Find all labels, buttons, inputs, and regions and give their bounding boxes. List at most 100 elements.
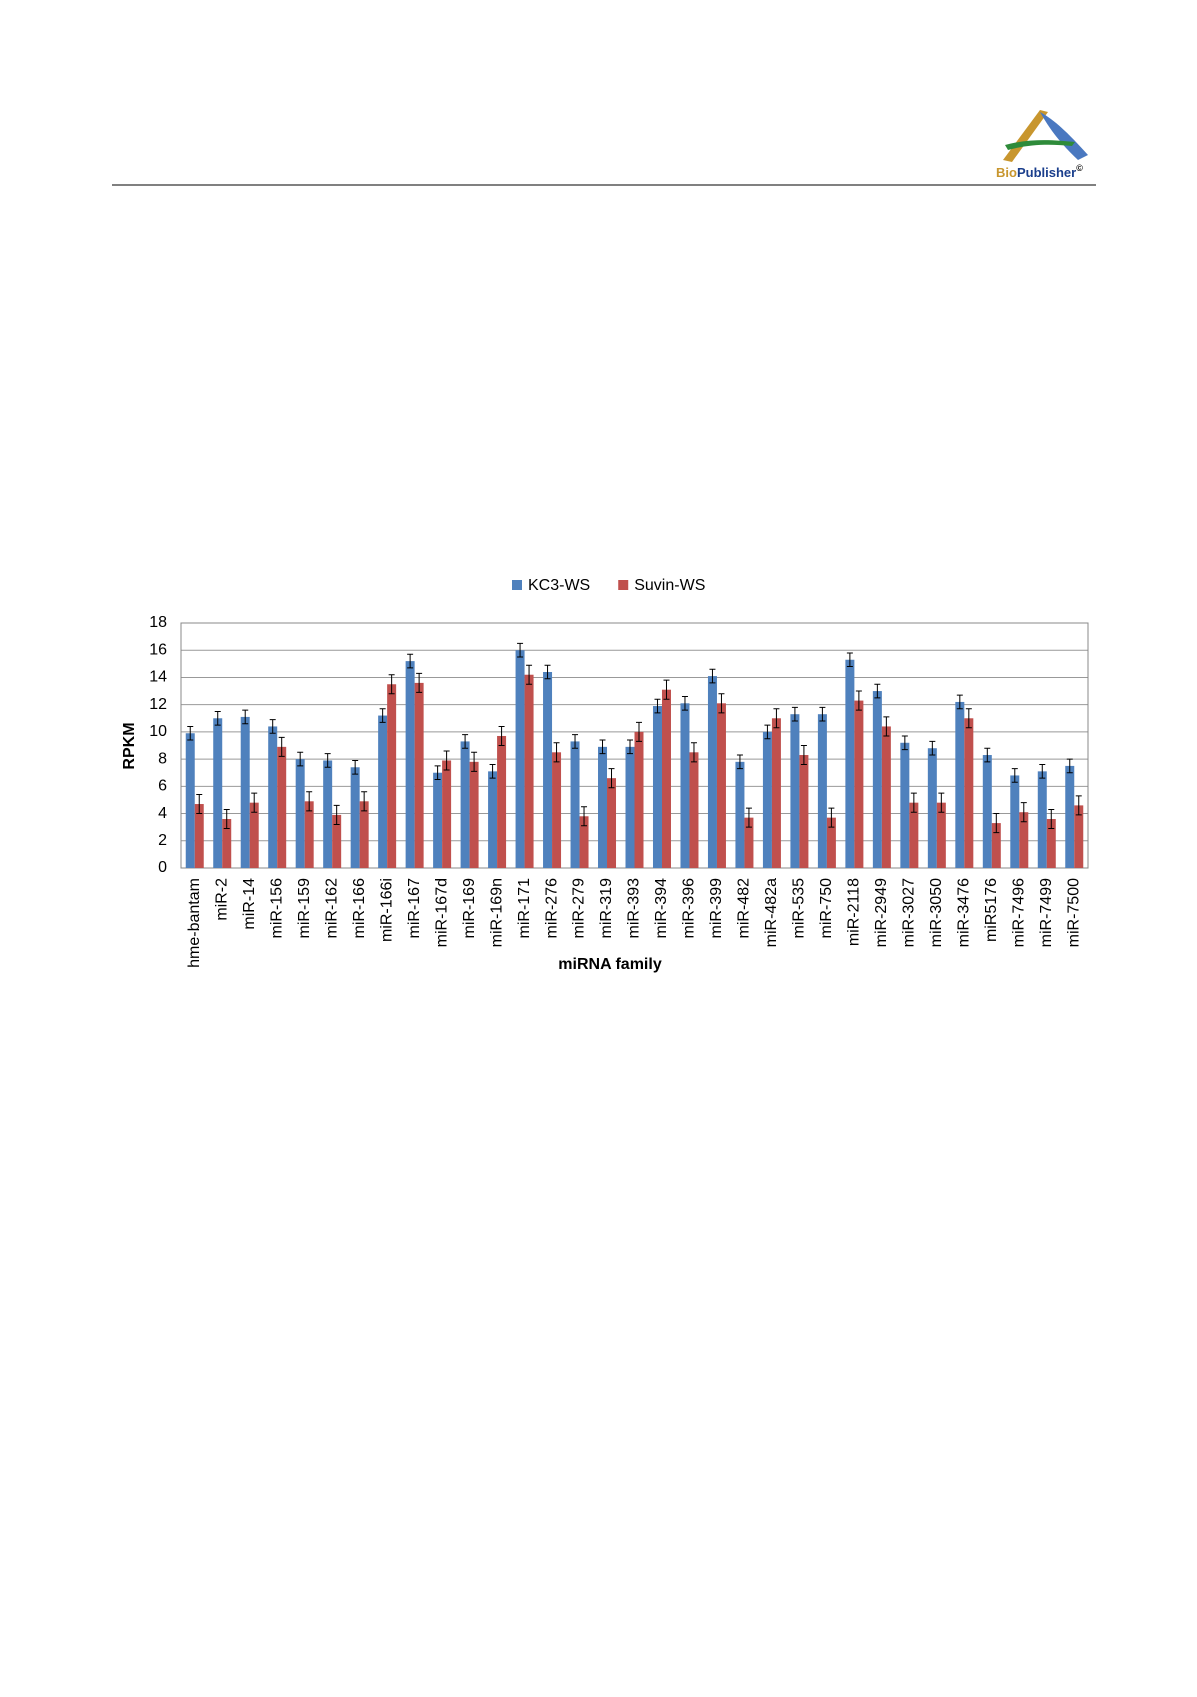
error-bar — [736, 754, 743, 770]
error-bar — [636, 721, 642, 742]
error-bar — [883, 716, 890, 737]
x-tick-label: miR-319 — [598, 878, 615, 939]
bar — [323, 760, 333, 868]
bar — [497, 735, 507, 868]
y-tick-label: 16 — [149, 641, 167, 658]
error-bar — [1011, 768, 1018, 783]
bar — [817, 714, 827, 868]
y-tick-label: 10 — [149, 723, 167, 740]
x-tick-label: miR-166 — [351, 878, 368, 939]
bar — [607, 778, 617, 868]
bar — [222, 819, 232, 868]
x-tick-label: miR-3476 — [956, 878, 973, 947]
bar — [707, 676, 717, 868]
y-tick-label: 4 — [158, 805, 167, 822]
bar — [213, 718, 223, 868]
bar — [854, 700, 864, 868]
bar — [881, 726, 891, 868]
x-tick-label: miR-159 — [296, 878, 313, 939]
logo: BioPublisher© — [996, 110, 1088, 180]
bar — [488, 771, 498, 868]
x-tick-label: miR-167 — [406, 878, 423, 939]
logo-shape — [1003, 110, 1048, 162]
bar — [799, 755, 809, 868]
bar — [433, 772, 443, 868]
error-bar — [938, 792, 945, 813]
bar — [909, 802, 919, 868]
legend-swatch — [512, 580, 522, 590]
error-bar — [443, 750, 450, 771]
error-bar — [819, 706, 826, 722]
x-tick-label: miR-7500 — [1065, 878, 1082, 947]
x-tick-label: miR-14 — [241, 878, 258, 930]
error-bar — [654, 698, 661, 714]
error-bar — [910, 792, 917, 813]
bar — [387, 684, 397, 868]
bar — [955, 701, 965, 868]
x-tick-label: miR-162 — [323, 878, 340, 939]
error-bar — [324, 753, 331, 768]
x-tick-label: miR-750 — [818, 878, 835, 939]
bar — [900, 742, 910, 868]
bar — [1037, 771, 1047, 868]
bar — [716, 703, 726, 868]
error-bar — [361, 791, 368, 812]
error-bar — [718, 693, 725, 714]
y-tick-label: 2 — [158, 832, 167, 849]
bar — [1074, 805, 1084, 868]
error-bar — [388, 674, 395, 695]
error-bar — [901, 735, 908, 751]
error-bar — [526, 664, 533, 685]
error-bar — [599, 739, 606, 755]
bar — [790, 714, 800, 868]
x-tick-label: miR-167d — [433, 878, 450, 947]
error-bar — [553, 742, 560, 763]
x-tick-label: miR-399 — [708, 878, 725, 939]
error-bar — [517, 642, 524, 658]
x-tick-label: miR-393 — [626, 878, 643, 939]
error-bar — [333, 804, 340, 825]
bar — [735, 761, 745, 868]
error-bar — [965, 708, 972, 729]
error-bar — [251, 792, 258, 813]
x-tick-label: miR-171 — [516, 878, 533, 939]
legend-label: KC3-WS — [528, 577, 590, 594]
x-tick-label: miR-276 — [543, 878, 560, 939]
error-bar — [690, 742, 697, 763]
y-tick-label: 14 — [149, 669, 167, 686]
legend-label: Suvin-WS — [634, 577, 705, 594]
y-tick-label: 0 — [158, 859, 167, 876]
error-bar — [874, 683, 881, 699]
error-bar — [214, 710, 221, 726]
error-bar — [572, 734, 579, 749]
bar — [1046, 819, 1056, 868]
bar — [744, 817, 754, 868]
x-tick-label: miR-2118 — [846, 878, 863, 946]
bar — [845, 659, 855, 868]
bar — [552, 752, 562, 868]
logo-part: © — [1076, 163, 1083, 173]
y-tick-label: 12 — [149, 696, 167, 713]
bar — [332, 814, 342, 868]
bar — [936, 802, 946, 868]
x-tick-label: miR-2 — [213, 878, 230, 921]
error-bar — [471, 751, 478, 772]
error-bar — [187, 725, 194, 741]
error-bar — [800, 745, 807, 766]
bar — [689, 752, 699, 868]
logo-part: Bio — [996, 165, 1017, 180]
bar — [185, 733, 195, 868]
error-bar — [462, 734, 469, 749]
bar — [762, 731, 772, 868]
y-axis-title: RPKM — [121, 722, 138, 769]
bar — [240, 716, 250, 868]
error-bar — [352, 759, 359, 775]
logo-shape — [1040, 112, 1088, 160]
bar — [680, 703, 690, 868]
x-tick-label: miR-169n — [488, 878, 505, 947]
bar — [625, 746, 635, 868]
bar — [634, 731, 644, 868]
x-tick-label: miR-482a — [763, 878, 780, 947]
error-bar — [306, 791, 313, 812]
